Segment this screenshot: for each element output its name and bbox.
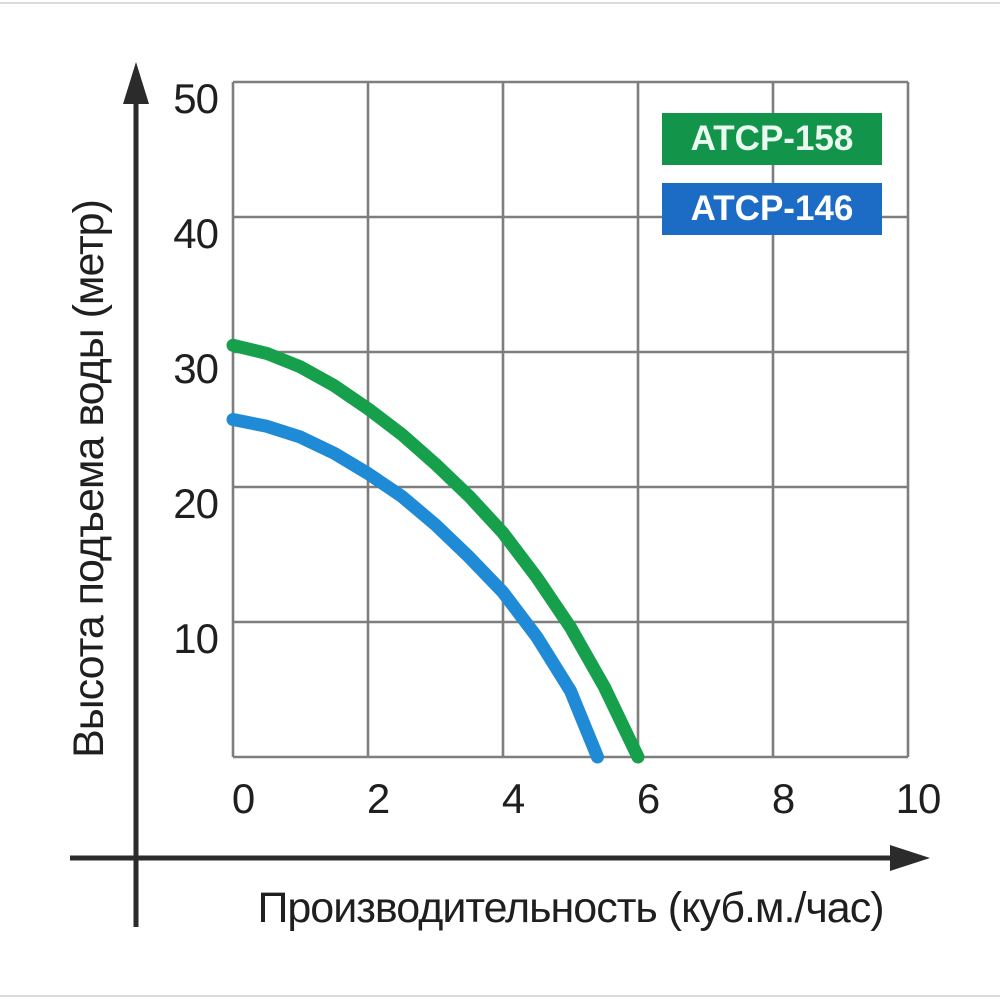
x-axis-arrowhead-icon — [890, 845, 930, 871]
axis-arrows — [70, 62, 930, 927]
y-tick-label: 30 — [173, 345, 219, 392]
series-curves — [226, 338, 645, 764]
y-tick-label: 20 — [173, 480, 219, 527]
y-axis-title: Высота подъема воды (метр) — [65, 200, 113, 758]
x-axis-title: Производительность (куб.м./час) — [257, 884, 884, 932]
image-bottom-border — [0, 995, 1000, 997]
legend-label-atcp-158: ATCP-158 — [690, 119, 854, 158]
x-tick-label: 6 — [636, 775, 660, 822]
x-tick-label: 0 — [231, 775, 255, 822]
y-tick-label: 10 — [173, 615, 219, 662]
legend: ATCP-158 ATCP-146 — [662, 113, 882, 253]
x-tick-label: 8 — [771, 775, 795, 822]
curve-atcp-158 — [226, 338, 645, 764]
x-tick-label: 4 — [501, 775, 525, 822]
y-axis-arrowhead-icon — [123, 62, 149, 104]
legend-item-atcp-146: ATCP-146 — [662, 183, 882, 235]
x-tick-label: 2 — [366, 775, 390, 822]
legend-item-atcp-158: ATCP-158 — [662, 113, 882, 165]
image-top-border — [0, 2, 1000, 4]
curve-atcp-146 — [226, 413, 604, 764]
y-tick-label: 50 — [173, 75, 219, 122]
y-tick-label: 40 — [173, 210, 219, 257]
legend-label-atcp-146: ATCP-146 — [690, 189, 854, 228]
x-tick-label: 10 — [895, 775, 942, 822]
